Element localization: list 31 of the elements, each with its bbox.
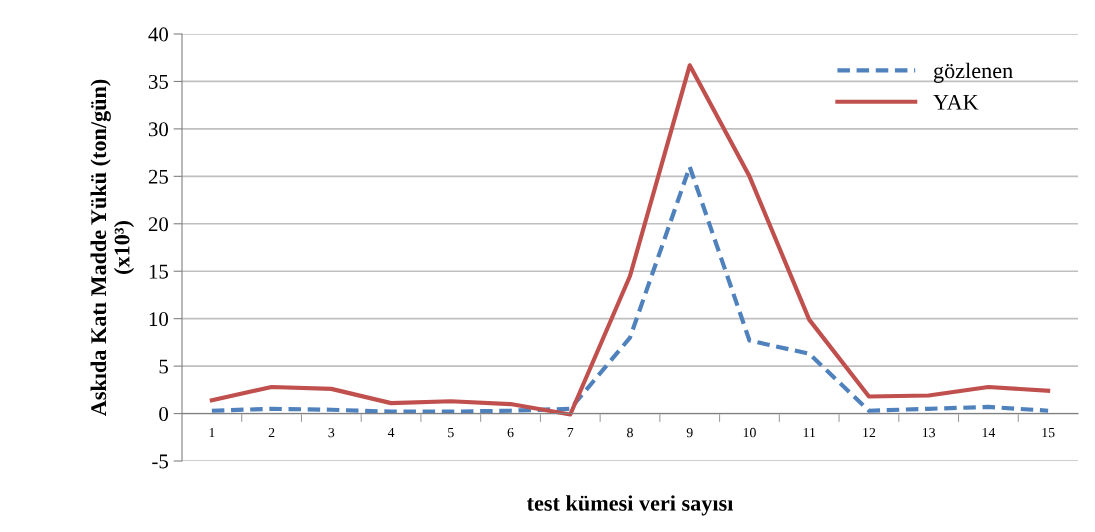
x-tick-label: 1	[209, 427, 215, 438]
x-tick-label: 15	[1042, 427, 1055, 438]
x-tick-label: 9	[686, 427, 693, 438]
y-tick-label: 0	[159, 406, 169, 421]
x-tick-label: 3	[328, 427, 335, 438]
x-tick-label: 8	[627, 427, 633, 438]
x-tick-label: 10	[743, 427, 756, 438]
legend-label: gözlenen	[933, 62, 1013, 83]
x-tick-label: 11	[803, 427, 816, 438]
x-tick-label: 7	[567, 427, 574, 438]
x-tick-label: 12	[863, 427, 876, 438]
y-tick-label: 40	[148, 27, 169, 42]
x-tick-label: 13	[922, 427, 936, 438]
line-series	[209, 164, 1051, 414]
x-tick-label: 2	[268, 427, 275, 438]
line-series	[209, 63, 1051, 417]
x-axis-title: test kümesi veri sayısı	[526, 495, 734, 516]
x-tick-label: 5	[448, 427, 454, 438]
y-tick-label: 20	[148, 217, 169, 232]
x-tick-label: 6	[507, 427, 514, 438]
y-tick-label: 10	[149, 312, 169, 327]
y-tick-label: -5	[152, 454, 168, 469]
x-tick-label: 4	[387, 427, 395, 438]
x-tick-label: 14	[982, 427, 996, 438]
y-tick-label: 25	[148, 169, 168, 184]
legend-label: YAK	[933, 94, 979, 110]
y-tick-label: 5	[159, 359, 168, 374]
y-tick-label: 15	[149, 264, 168, 279]
y-tick-label: 35	[148, 74, 168, 89]
y-tick-label: 30	[148, 122, 169, 137]
y-axis-title: Askıda Katı Madde Yükü (ton/gün) (x10³)	[90, 79, 135, 417]
